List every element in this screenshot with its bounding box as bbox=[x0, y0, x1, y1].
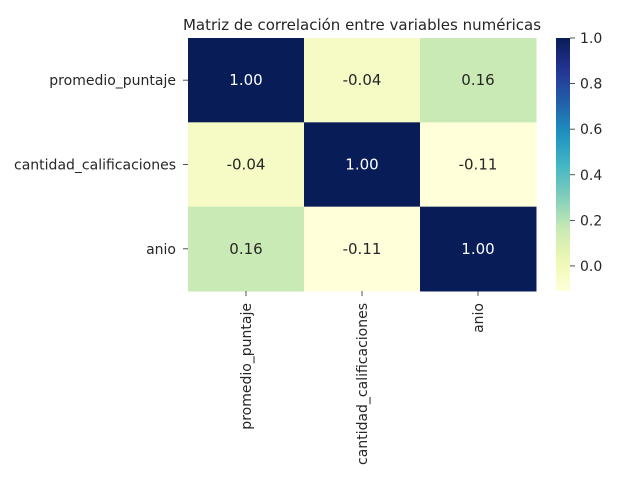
cell-label-0-0: 1.00 bbox=[229, 71, 262, 89]
cell-label-2-2: 1.00 bbox=[461, 240, 494, 258]
cell-label-2-1: -0.11 bbox=[343, 240, 382, 258]
column-label-0: promedio_puntaje bbox=[239, 303, 255, 430]
colorbar: 0.0 0.2 0.4 0.6 0.8 1.0 bbox=[556, 31, 602, 291]
colorbar-tick-label-3: 0.6 bbox=[580, 122, 602, 138]
cell-label-2-0: 0.16 bbox=[229, 240, 262, 258]
heatmap-cell-0-1 bbox=[304, 38, 421, 123]
column-label-1: cantidad_calificaciones bbox=[355, 303, 371, 465]
cell-label-1-0: -0.04 bbox=[227, 155, 266, 173]
heatmap-cell-2-0 bbox=[188, 206, 305, 292]
row-label-1: cantidad_calificaciones bbox=[14, 157, 176, 173]
colorbar-gradient bbox=[556, 38, 570, 291]
colorbar-tick-label-0: 0.0 bbox=[580, 259, 602, 275]
row-labels: promedio_puntaje cantidad_calificacionesa… bbox=[14, 73, 188, 258]
column-label-2: anio bbox=[471, 303, 487, 333]
cell-label-0-2: 0.16 bbox=[461, 71, 494, 89]
cell-label-1-2: -0.11 bbox=[459, 155, 498, 173]
heatmap-cell-1-1 bbox=[304, 122, 421, 208]
heatmap-cell-0-2 bbox=[420, 38, 537, 123]
heatmap-cell-2-2 bbox=[420, 206, 537, 292]
colorbar-tick-label-4: 0.8 bbox=[580, 77, 602, 93]
heatmap-cell-0-0 bbox=[188, 38, 305, 123]
chart-title: Matriz de correlación entre variables nu… bbox=[183, 16, 541, 34]
heatmap-cell-2-1 bbox=[304, 206, 421, 292]
heatmap-cell-1-2 bbox=[420, 122, 537, 208]
heatmap-cell-1-0 bbox=[188, 122, 305, 208]
column-labels: promedio_puntaje cantidad_calificaciones a… bbox=[239, 290, 487, 465]
cell-label-0-1: -0.04 bbox=[343, 71, 382, 89]
cell-label-1-1: 1.00 bbox=[345, 155, 378, 173]
cell-annotations: 1.00 -0.04 0.16 -0.04 1.00 -0.11 0.16 -0.11 1.00 bbox=[227, 71, 498, 258]
heatmap-cells bbox=[188, 38, 537, 292]
colorbar-tick-label-1: 0.2 bbox=[580, 213, 602, 229]
colorbar-tick-label-5: 1.0 bbox=[580, 31, 602, 47]
colorbar-tick-label-2: 0.4 bbox=[580, 168, 602, 184]
row-label-0: promedio_puntaje bbox=[49, 73, 176, 89]
row-label-2: anio bbox=[146, 242, 176, 258]
